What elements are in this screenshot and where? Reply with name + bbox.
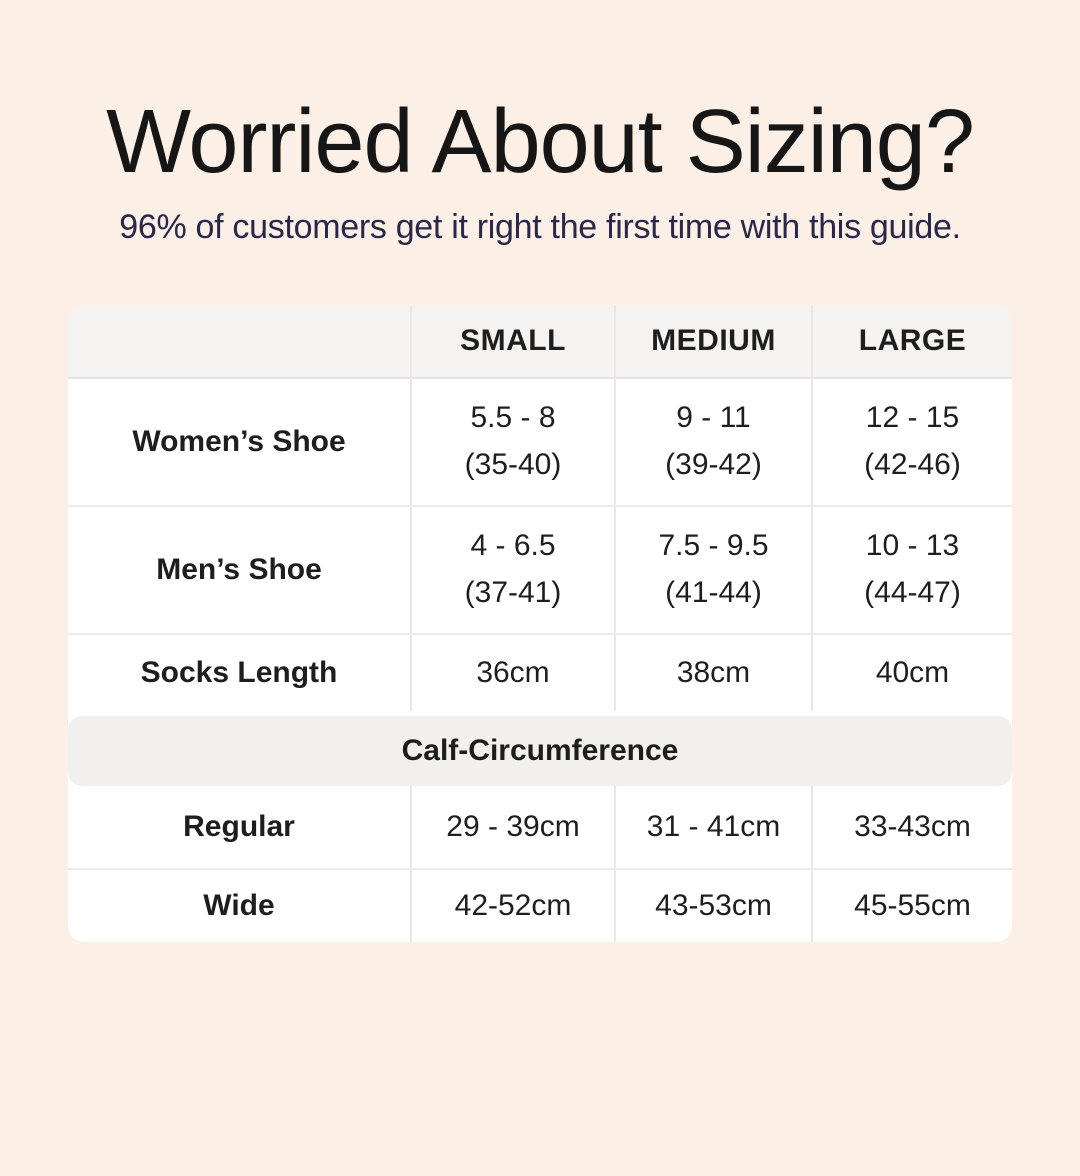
size-value: (42-46) — [864, 448, 961, 482]
size-cell-large: 10 - 13 (44-47) — [811, 506, 1012, 633]
size-guide-card: SMALL MEDIUM LARGE Women’s Shoe 5.5 - 8 (3… — [68, 304, 1012, 942]
size-value: 45-55cm — [854, 888, 971, 922]
size-value: 31 - 41cm — [646, 809, 781, 843]
size-cell-medium: 7.5 - 9.5 (41-44) — [614, 506, 811, 633]
header-cell-small: SMALL — [410, 304, 614, 377]
page-title: Worried About Sizing? — [106, 92, 975, 192]
size-cell-large: 45-55cm — [811, 869, 1012, 942]
size-cell-large: 12 - 15 (42-46) — [811, 378, 1012, 505]
size-value: (44-47) — [864, 576, 961, 610]
table-row: Socks Length 36cm 38cm 40cm — [68, 632, 1012, 711]
size-value: (41-44) — [665, 576, 762, 610]
table-row: Wide 42-52cm 43-53cm 45-55cm — [68, 867, 1012, 942]
size-value: 9 - 11 — [676, 401, 751, 435]
row-label: Regular — [183, 809, 295, 843]
size-value: (35-40) — [464, 448, 562, 482]
size-value: (39-42) — [665, 448, 762, 482]
size-value: 12 - 15 — [865, 401, 960, 435]
size-cell-medium: 43-53cm — [614, 869, 811, 942]
size-cell-medium: 9 - 11 (39-42) — [614, 378, 811, 505]
size-cell-small: 42-52cm — [410, 869, 614, 942]
size-value: 36cm — [476, 655, 550, 689]
size-cell-large: 33-43cm — [811, 785, 1012, 868]
size-value: (37-41) — [464, 576, 562, 610]
size-value: 29 - 39cm — [446, 809, 580, 843]
header-cell-medium: MEDIUM — [614, 304, 811, 377]
size-value: 5.5 - 8 — [470, 401, 556, 435]
section-header-calf-circumference: Calf-Circumference — [68, 715, 1012, 786]
header-cell-large: LARGE — [811, 304, 1012, 377]
row-label: Women’s Shoe — [132, 424, 346, 458]
row-label: Men’s Shoe — [156, 552, 322, 586]
size-cell-large: 40cm — [811, 634, 1012, 711]
table-header-row: SMALL MEDIUM LARGE — [68, 304, 1012, 379]
size-value: 42-52cm — [454, 888, 572, 922]
size-value: 38cm — [676, 655, 751, 689]
row-label: Socks Length — [140, 655, 338, 689]
calf-circumference-rows: Regular 29 - 39cm 31 - 41cm 33-43cm Wide 42-5… — [68, 785, 1012, 942]
size-cell-small: 36cm — [410, 634, 614, 711]
size-cell-small: 4 - 6.5 (37-41) — [410, 506, 614, 633]
size-value: 43-53cm — [655, 888, 772, 922]
size-value: 4 - 6.5 — [470, 529, 556, 563]
size-cell-medium: 31 - 41cm — [614, 785, 811, 868]
size-cell-small: 29 - 39cm — [410, 785, 614, 868]
size-cell-small: 5.5 - 8 (35-40) — [410, 378, 614, 505]
size-cell-medium: 38cm — [614, 634, 811, 711]
size-value: 7.5 - 9.5 — [658, 529, 769, 563]
header-cell-blank — [68, 305, 410, 377]
table-row: Men’s Shoe 4 - 6.5 (37-41) 7.5 - 9.5 (41-44)… — [68, 504, 1012, 633]
row-label: Wide — [203, 888, 275, 922]
shoe-size-rows: Women’s Shoe 5.5 - 8 (35-40) 9 - 11 (39-42) 1… — [68, 378, 1012, 711]
page-subtitle: 96% of customers get it right the first … — [119, 207, 961, 246]
size-value: 40cm — [875, 655, 950, 689]
page-header: Worried About Sizing? 96% of customers g… — [0, 92, 1080, 247]
size-value: 33-43cm — [854, 809, 971, 843]
table-row: Regular 29 - 39cm 31 - 41cm 33-43cm — [68, 785, 1012, 868]
size-value: 10 - 13 — [865, 529, 960, 563]
table-row: Women’s Shoe 5.5 - 8 (35-40) 9 - 11 (39-42) 1… — [68, 378, 1012, 505]
